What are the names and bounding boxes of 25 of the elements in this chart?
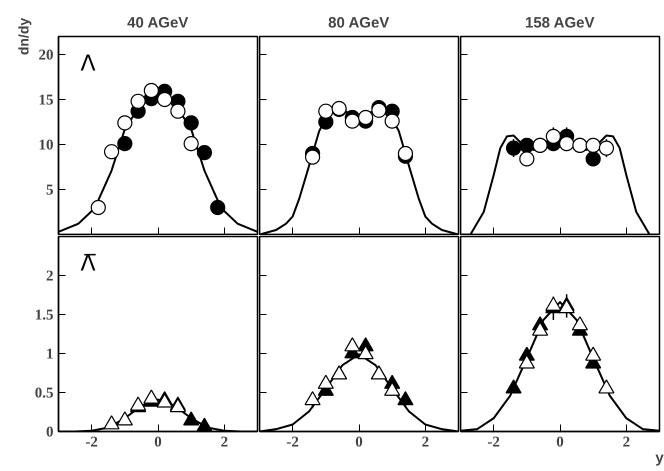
y-axis-title: dn/dy: [16, 18, 32, 56]
chart-title: 80 AGeV: [328, 14, 390, 32]
y-tick-label: 15: [38, 92, 54, 108]
y-tick-label: 1: [46, 346, 54, 362]
y-tick-label: 10: [38, 138, 54, 154]
chart-title: 40 AGeV: [127, 14, 188, 32]
y-tick-label: 0.5: [34, 386, 54, 402]
x-tick-label: 0: [154, 434, 162, 450]
annotation: Λ̅: [80, 252, 97, 276]
x-tick-label: -2: [487, 434, 500, 450]
x-tick-label: 0: [355, 434, 363, 450]
y-tick-label: 2: [46, 268, 54, 284]
y-tick-label: 20: [38, 48, 54, 64]
chart-title: 158 AGeV: [524, 14, 594, 32]
x-axis-title: y: [655, 450, 664, 466]
x-tick-label: -2: [286, 434, 299, 450]
y-tick-label: 5: [46, 182, 54, 198]
y-tick-label: 1.5: [34, 308, 54, 324]
annotation: Λ: [80, 52, 96, 76]
x-tick-label: 2: [422, 434, 430, 450]
x-tick-label: 2: [622, 434, 630, 450]
x-tick-label: 2: [220, 434, 228, 450]
x-tick-label: 0: [556, 434, 564, 450]
x-tick-label: -2: [85, 434, 98, 450]
y-tick-label: 0: [46, 424, 54, 440]
